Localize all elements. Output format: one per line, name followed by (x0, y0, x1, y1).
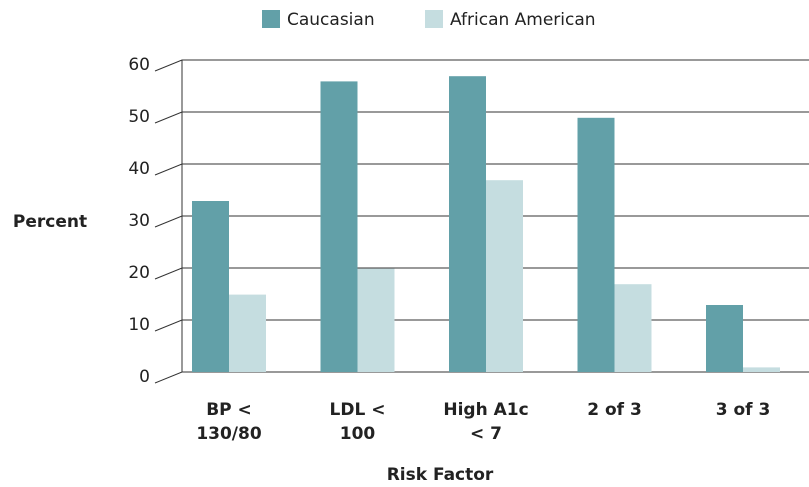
y-tick-label: 0 (139, 367, 150, 387)
x-tick-label: BP < 130/80 (196, 400, 262, 444)
grid-line (154, 371, 809, 384)
y-tick-label: 10 (128, 315, 150, 335)
bar (486, 180, 523, 372)
bar (449, 76, 486, 372)
bar (229, 294, 266, 372)
x-tick-label: 3 of 3 (715, 400, 771, 420)
bar (706, 305, 743, 372)
y-tick-label: 40 (128, 159, 150, 179)
y-tick-label: 30 (128, 211, 150, 231)
legend-swatch (425, 10, 443, 28)
bar (743, 367, 780, 372)
legend-swatch (262, 10, 280, 28)
bar (320, 81, 358, 373)
grid-line (154, 111, 809, 124)
grid-line (154, 59, 809, 72)
y-tick-label: 20 (128, 263, 150, 283)
x-axis-label: Risk Factor (387, 465, 494, 485)
y-tick-label: 60 (128, 55, 150, 75)
legend-label: Caucasian (287, 10, 375, 30)
x-tick-label: High A1c < 7 (443, 400, 529, 444)
y-tick-label: 50 (128, 107, 150, 127)
x-tick-label: LDL < 100 (329, 400, 386, 444)
y-axis-label: Percent (13, 212, 87, 232)
bar (577, 117, 615, 372)
x-tick-label: 2 of 3 (587, 400, 642, 420)
bar (614, 284, 652, 372)
bar (357, 268, 395, 372)
legend-label: African American (450, 10, 596, 30)
bar (192, 201, 229, 372)
